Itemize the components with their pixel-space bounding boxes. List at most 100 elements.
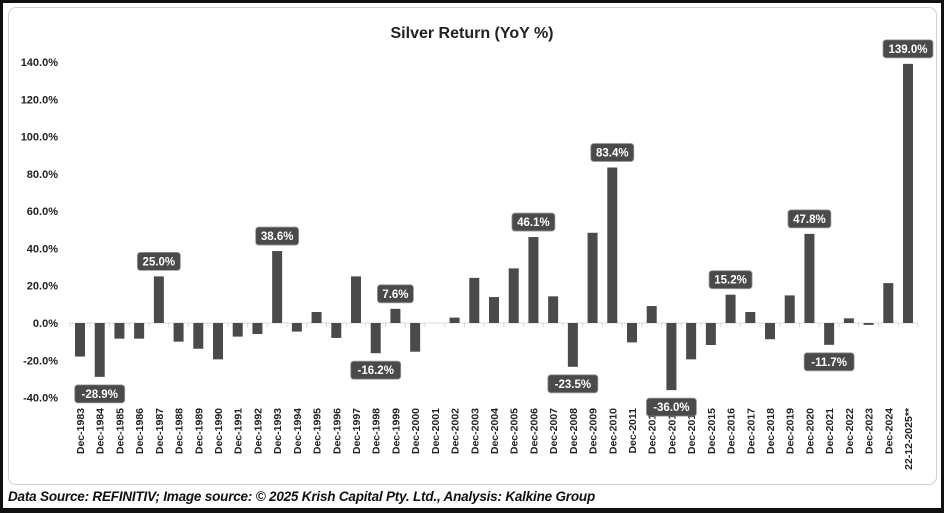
bar-dec-1990	[213, 323, 223, 360]
x-tick-label: Dec-2010	[607, 408, 619, 454]
x-tick-label: Dec-1987	[154, 408, 166, 454]
x-tick-label: Dec-2014	[686, 408, 698, 454]
data-label-box	[787, 209, 832, 229]
data-label-text: 83.4%	[596, 148, 629, 160]
data-label-box	[646, 397, 697, 417]
x-tick-label: Dec-2023	[864, 408, 876, 454]
bar-dec-2022	[843, 318, 854, 323]
data-label: -11.7%	[803, 352, 855, 372]
x-tick-label: Dec-2003	[469, 408, 481, 454]
x-tick-label: Dec-1997	[351, 408, 363, 454]
bar-dec-2024	[883, 283, 894, 323]
x-tick-label: Dec-1990	[213, 408, 225, 454]
data-label-text: -11.7%	[811, 357, 847, 369]
x-tick-label: Dec-1991	[233, 408, 245, 454]
bar-dec-2012	[646, 306, 657, 323]
data-label-box	[74, 384, 126, 404]
bar-dec-1999	[390, 308, 401, 323]
bar-dec-2018	[765, 323, 775, 340]
bar-dec-2008	[567, 323, 578, 367]
data-label-text: 47.8%	[793, 214, 826, 226]
chart-frame	[3, 3, 941, 508]
x-tick-label: Dec-2013	[666, 408, 678, 454]
x-tick-label: Dec-2011	[627, 408, 639, 454]
bar-dec-1998	[370, 323, 381, 354]
x-tick-label: Dec-1985	[114, 408, 126, 454]
bar-dec-1985	[114, 323, 125, 339]
data-label-box	[708, 270, 753, 290]
data-label-text: 46.1%	[517, 217, 550, 229]
x-tick-label: Dec-2024	[883, 408, 895, 454]
x-tick-label: Dec-1986	[134, 408, 146, 454]
bar-dec-2015	[705, 323, 716, 345]
bar-22-12-2025**	[903, 63, 913, 323]
x-tick-label: Dec-1993	[272, 408, 284, 454]
data-label-text: 25.0%	[143, 256, 176, 268]
x-tick-label: Dec-2022	[844, 408, 856, 454]
bar-dec-1984	[94, 323, 105, 377]
data-label-box	[547, 374, 599, 394]
x-tick-label: Dec-2021	[824, 408, 836, 454]
bar-dec-1995	[311, 312, 322, 323]
bar-dec-2007	[548, 296, 559, 323]
bar-dec-2023	[863, 323, 874, 325]
data-label: -23.5%	[547, 374, 599, 394]
data-label: 38.6%	[255, 226, 300, 246]
data-label-text: -23.5%	[555, 379, 591, 391]
bar-dec-1996	[331, 323, 342, 338]
x-tick-label: Dec-1989	[193, 408, 205, 454]
x-tick-label: 22-12-2025**	[903, 407, 915, 470]
x-tick-label: Dec-2000	[410, 408, 422, 454]
data-label-box	[882, 39, 934, 59]
x-tick-label: Dec-2007	[548, 408, 560, 454]
data-label-box	[350, 360, 402, 380]
data-label-text: 139.0%	[888, 44, 927, 56]
bar-dec-1987	[153, 276, 164, 323]
bar-dec-2004	[489, 297, 499, 323]
data-label-text: -28.9%	[81, 389, 117, 401]
bar-dec-1992	[252, 323, 263, 334]
x-tick-label: Dec-2019	[785, 408, 797, 454]
x-tick-label: Dec-2001	[430, 408, 442, 454]
data-label-box	[255, 226, 300, 246]
data-label-text: -36.0%	[653, 402, 689, 414]
data-label: 25.0%	[136, 251, 181, 271]
y-tick-label: -20.0%	[23, 355, 58, 367]
y-tick-label: 80.0%	[27, 169, 58, 181]
bar-dec-1986	[134, 323, 145, 339]
bar-dec-2002	[449, 317, 460, 323]
y-tick-label: 100.0%	[21, 132, 59, 144]
y-tick-label: 120.0%	[21, 94, 59, 106]
data-label: 139.0%	[882, 39, 934, 59]
y-tick-label: 40.0%	[27, 243, 58, 255]
bar-dec-2003	[469, 277, 480, 323]
bar-dec-2021	[824, 323, 835, 345]
data-source-footer: Data Source: REFINITIV; Image source: © …	[8, 489, 595, 504]
data-label-box	[590, 143, 635, 162]
x-tick-label: Dec-2020	[804, 408, 816, 454]
x-tick-label: Dec-2005	[509, 408, 521, 454]
data-label: 47.8%	[787, 209, 832, 229]
y-tick-label: 140.0%	[21, 57, 59, 69]
x-tick-label: Dec-2009	[588, 408, 600, 454]
data-label-box	[377, 284, 414, 304]
bar-dec-2000	[410, 323, 421, 352]
data-label-text: 15.2%	[714, 275, 747, 287]
x-tick-label: Dec-1998	[371, 408, 383, 454]
bar-dec-1997	[351, 276, 361, 323]
data-label-text: 38.6%	[261, 231, 294, 243]
data-label-text: 7.6%	[382, 289, 408, 301]
x-tick-label: Dec-1995	[312, 408, 324, 454]
x-tick-label: Dec-2008	[568, 408, 580, 454]
x-tick-label: Dec-1996	[331, 408, 343, 454]
x-tick-label: Dec-1983	[75, 408, 87, 454]
data-label: -28.9%	[74, 384, 126, 404]
bar-dec-1993	[272, 251, 283, 323]
data-label-box	[136, 251, 181, 271]
bar-dec-2005	[508, 268, 519, 323]
x-tick-label: Dec-2017	[745, 408, 757, 454]
data-label-box	[803, 352, 855, 372]
x-tick-label: Dec-2015	[706, 408, 718, 454]
x-tick-label: Dec-2018	[765, 408, 777, 454]
chart-panel	[8, 7, 937, 485]
